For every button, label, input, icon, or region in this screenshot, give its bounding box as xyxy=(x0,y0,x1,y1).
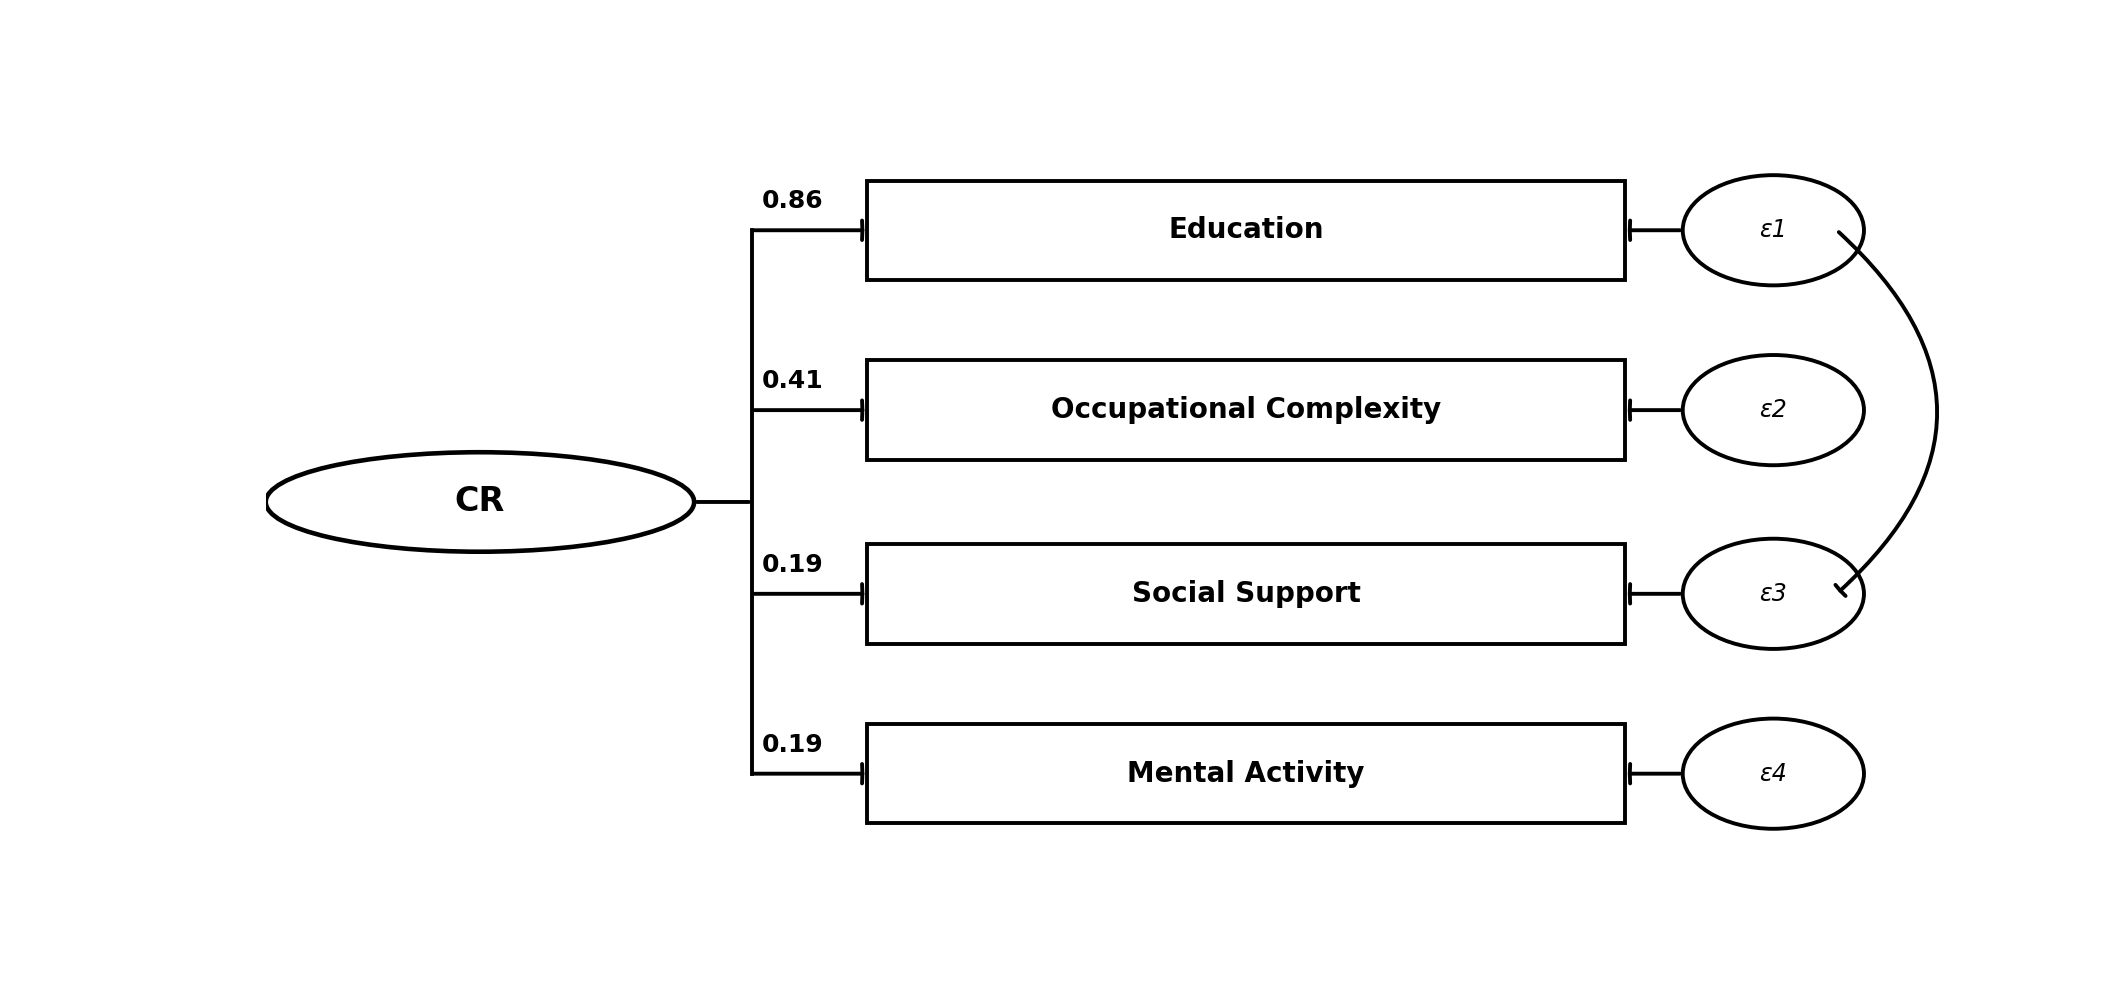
Ellipse shape xyxy=(1684,175,1865,285)
Text: ε3: ε3 xyxy=(1760,581,1788,605)
FancyBboxPatch shape xyxy=(867,181,1624,280)
FancyBboxPatch shape xyxy=(867,361,1624,460)
Text: Social Support: Social Support xyxy=(1131,580,1361,607)
Text: 0.19: 0.19 xyxy=(761,733,825,756)
FancyBboxPatch shape xyxy=(867,544,1624,643)
Text: Occupational Complexity: Occupational Complexity xyxy=(1050,397,1441,424)
Text: Mental Activity: Mental Activity xyxy=(1127,759,1365,787)
Text: Education: Education xyxy=(1169,217,1324,245)
Text: ε2: ε2 xyxy=(1760,399,1788,422)
FancyBboxPatch shape xyxy=(867,724,1624,823)
Text: 0.19: 0.19 xyxy=(761,553,825,577)
Ellipse shape xyxy=(1684,355,1865,465)
Text: 0.41: 0.41 xyxy=(761,370,825,394)
Ellipse shape xyxy=(1684,719,1865,829)
Text: ε4: ε4 xyxy=(1760,761,1788,785)
Text: CR: CR xyxy=(455,485,506,519)
Text: ε1: ε1 xyxy=(1760,219,1788,243)
Ellipse shape xyxy=(266,452,693,552)
Text: 0.86: 0.86 xyxy=(763,190,823,214)
Ellipse shape xyxy=(1684,539,1865,649)
